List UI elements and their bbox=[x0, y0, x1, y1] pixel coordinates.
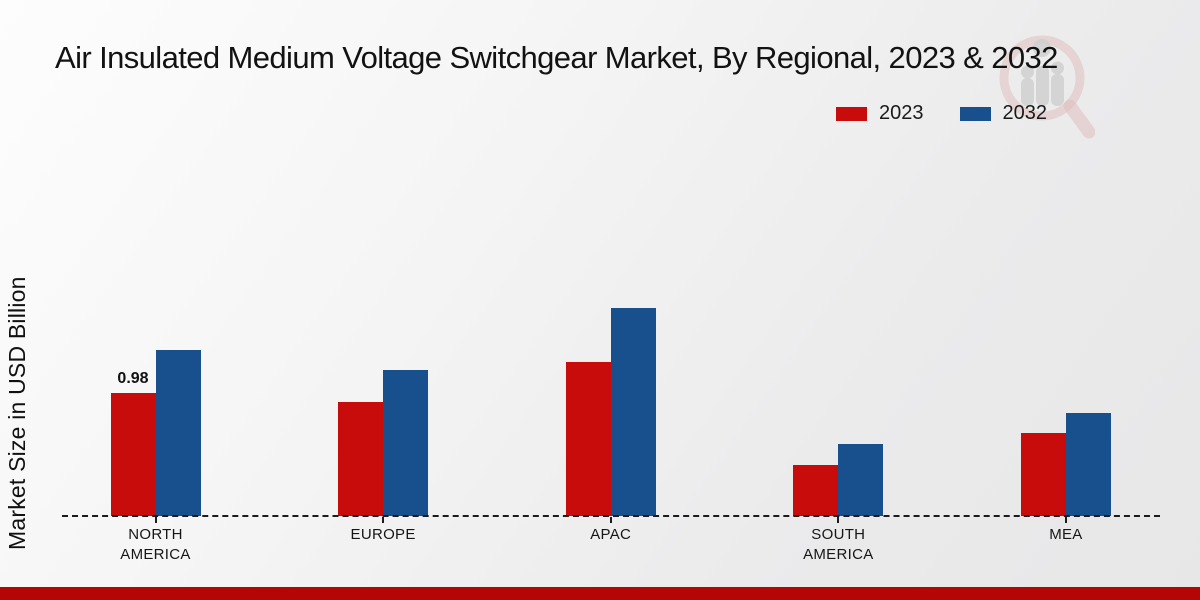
bar-2032-south-america bbox=[838, 444, 884, 516]
bar-2023-apac bbox=[565, 361, 611, 516]
legend-label-2032: 2032 bbox=[1002, 102, 1048, 124]
x-axis-category-label-north-america: NORTH AMERICA bbox=[120, 526, 191, 564]
x-axis-baseline bbox=[62, 515, 1160, 517]
axis-tick-north-america bbox=[154, 517, 157, 523]
chart-title: Air Insulated Medium Voltage Switchgear … bbox=[55, 40, 1058, 75]
bottom-accent-bar bbox=[0, 587, 1200, 600]
bar-2032-north-america bbox=[155, 350, 201, 516]
x-axis-category-label-apac: APAC bbox=[590, 526, 632, 543]
axis-tick-europe bbox=[382, 517, 385, 523]
bar-2023-south-america bbox=[793, 464, 839, 516]
axis-tick-mea bbox=[1064, 517, 1067, 523]
x-axis-category-label-south-america: SOUTH AMERICA bbox=[803, 526, 874, 564]
axis-tick-south-america bbox=[837, 517, 840, 523]
magnifier-logo-watermark-icon bbox=[999, 35, 1095, 139]
bar-2032-europe bbox=[383, 370, 429, 516]
x-axis-category-label-europe: EUROPE bbox=[350, 526, 416, 543]
legend: 2023 2032 bbox=[836, 102, 1047, 125]
legend-item-2023: 2023 bbox=[836, 102, 924, 125]
legend-swatch-2032 bbox=[959, 106, 991, 121]
bar-2032-apac bbox=[610, 307, 656, 516]
bar-value-label-2023-north-america: 0.98 bbox=[117, 370, 149, 388]
bar-2032-mea bbox=[1065, 413, 1111, 516]
x-axis-category-label-mea: MEA bbox=[1049, 526, 1083, 543]
legend-label-2023: 2023 bbox=[879, 102, 924, 124]
bar-2023-europe bbox=[338, 401, 384, 516]
bar-2023-mea bbox=[1020, 433, 1066, 516]
legend-item-2032: 2032 bbox=[959, 102, 1048, 125]
legend-swatch-2023 bbox=[836, 106, 867, 121]
axis-tick-apac bbox=[609, 517, 612, 523]
bar-2023-north-america bbox=[110, 393, 156, 516]
